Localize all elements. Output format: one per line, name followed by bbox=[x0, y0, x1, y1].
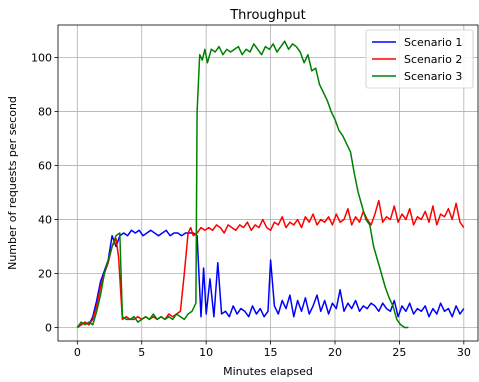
x-tick-label: 20 bbox=[328, 346, 342, 359]
y-tick-label: 80 bbox=[38, 105, 52, 118]
y-tick-label: 0 bbox=[45, 321, 52, 334]
legend-label-2: Scenario 2 bbox=[404, 53, 462, 66]
axis-ticks: 0 5 10 15 20 25 30 0 20 40 60 80 100 bbox=[31, 51, 471, 359]
plot-frame bbox=[57, 24, 479, 342]
x-tick-label: 30 bbox=[457, 346, 471, 359]
x-axis-label: Minutes elapsed bbox=[223, 365, 313, 378]
series-lines bbox=[76, 40, 465, 329]
y-tick-label: 40 bbox=[38, 213, 52, 226]
legend: Scenario 1 Scenario 2 Scenario 3 bbox=[365, 29, 474, 89]
y-tick-label: 100 bbox=[31, 51, 52, 64]
series-line-1 bbox=[76, 229, 465, 329]
y-axis-label: Number of requests per second bbox=[6, 96, 19, 270]
x-tick-label: 15 bbox=[264, 346, 278, 359]
series-line-3 bbox=[76, 40, 409, 329]
legend-label-1: Scenario 1 bbox=[404, 36, 462, 49]
x-tick-label: 25 bbox=[392, 346, 406, 359]
x-tick-label: 5 bbox=[138, 346, 145, 359]
x-tick-label: 0 bbox=[74, 346, 81, 359]
legend-box bbox=[365, 29, 474, 89]
y-tick-label: 20 bbox=[38, 267, 52, 280]
x-tick-label: 10 bbox=[199, 346, 213, 359]
legend-label-3: Scenario 3 bbox=[404, 70, 462, 83]
chart-title: Throughput bbox=[229, 8, 306, 23]
y-tick-label: 60 bbox=[38, 159, 52, 172]
legend-items: Scenario 1 Scenario 2 Scenario 3 bbox=[372, 36, 462, 83]
